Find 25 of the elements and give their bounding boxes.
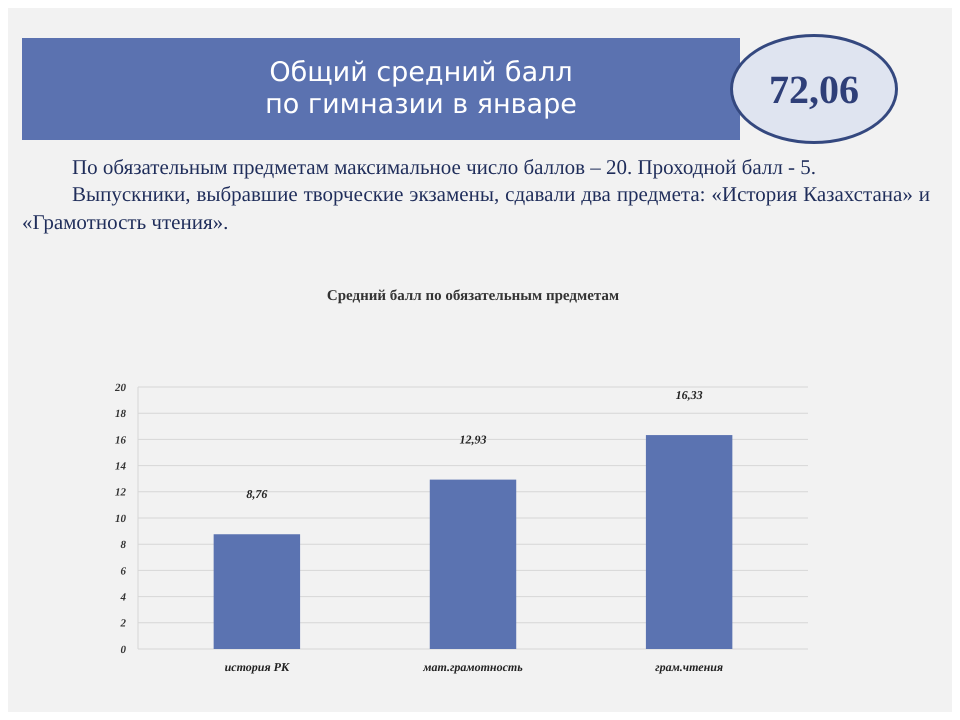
y-tick-label: 16 (115, 434, 126, 446)
text: По обязательным предметам максимальное число баллов – 20. Проходной балл - 5. (71, 154, 818, 181)
bar (646, 435, 732, 649)
y-tick-label: 10 (115, 512, 126, 525)
text: 72,06 (730, 34, 898, 144)
chart-title: Общий средний балл по гимназии в январе (22, 38, 740, 140)
bar (430, 480, 516, 649)
y-tick-label: 0 (120, 644, 126, 656)
data-label: 12,93 (460, 432, 486, 447)
y-tick-label: 4 (120, 591, 126, 604)
data-label: 8,76 (246, 487, 268, 502)
x-tick-label: история РК (224, 660, 290, 674)
y-tick-label: 6 (120, 565, 126, 578)
y-tick-label: 2 (120, 618, 126, 630)
y-tick-label: 20 (114, 382, 126, 394)
y-tick-label: 8 (120, 539, 126, 552)
y-tick-label: 18 (115, 408, 126, 420)
x-tick-label: грам.чтения (655, 660, 724, 674)
data-label: 16,33 (676, 388, 703, 402)
chart-subtitle: Средний балл по обязательным предметам (326, 288, 620, 304)
text: Выпускники, выбравшие творческие экзамены, сдавали два предмета: «История Казахстана» и «Грамотность чтения». (22, 181, 930, 236)
bar (214, 534, 300, 649)
x-tick-label: мат.грамотность (422, 660, 524, 674)
y-tick-label: 14 (115, 460, 126, 472)
y-tick-label: 12 (115, 486, 126, 499)
